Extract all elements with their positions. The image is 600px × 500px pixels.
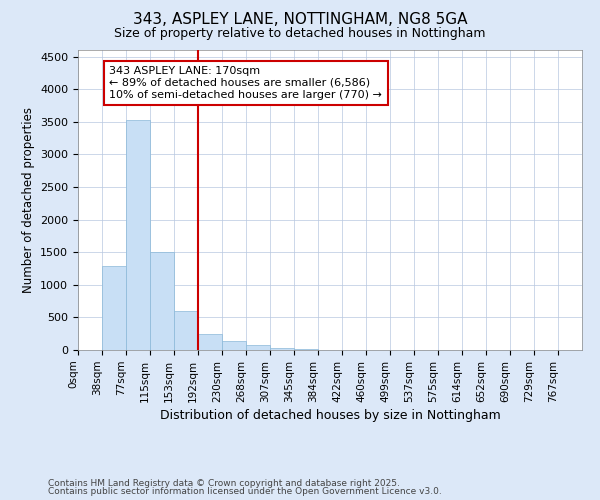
Bar: [102, 266, 126, 350]
Bar: [150, 252, 174, 350]
Bar: [222, 341, 246, 350]
Bar: [270, 348, 294, 350]
Bar: [126, 120, 150, 350]
Text: Contains public sector information licensed under the Open Government Licence v3: Contains public sector information licen…: [48, 488, 442, 496]
Text: Size of property relative to detached houses in Nottingham: Size of property relative to detached ho…: [114, 28, 486, 40]
Text: 343 ASPLEY LANE: 170sqm
← 89% of detached houses are smaller (6,586)
10% of semi: 343 ASPLEY LANE: 170sqm ← 89% of detache…: [109, 66, 382, 100]
Y-axis label: Number of detached properties: Number of detached properties: [22, 107, 35, 293]
X-axis label: Distribution of detached houses by size in Nottingham: Distribution of detached houses by size …: [160, 409, 500, 422]
Text: 343, ASPLEY LANE, NOTTINGHAM, NG8 5GA: 343, ASPLEY LANE, NOTTINGHAM, NG8 5GA: [133, 12, 467, 28]
Bar: [246, 346, 270, 350]
Text: Contains HM Land Registry data © Crown copyright and database right 2025.: Contains HM Land Registry data © Crown c…: [48, 478, 400, 488]
Bar: [198, 334, 222, 350]
Bar: [174, 311, 198, 350]
